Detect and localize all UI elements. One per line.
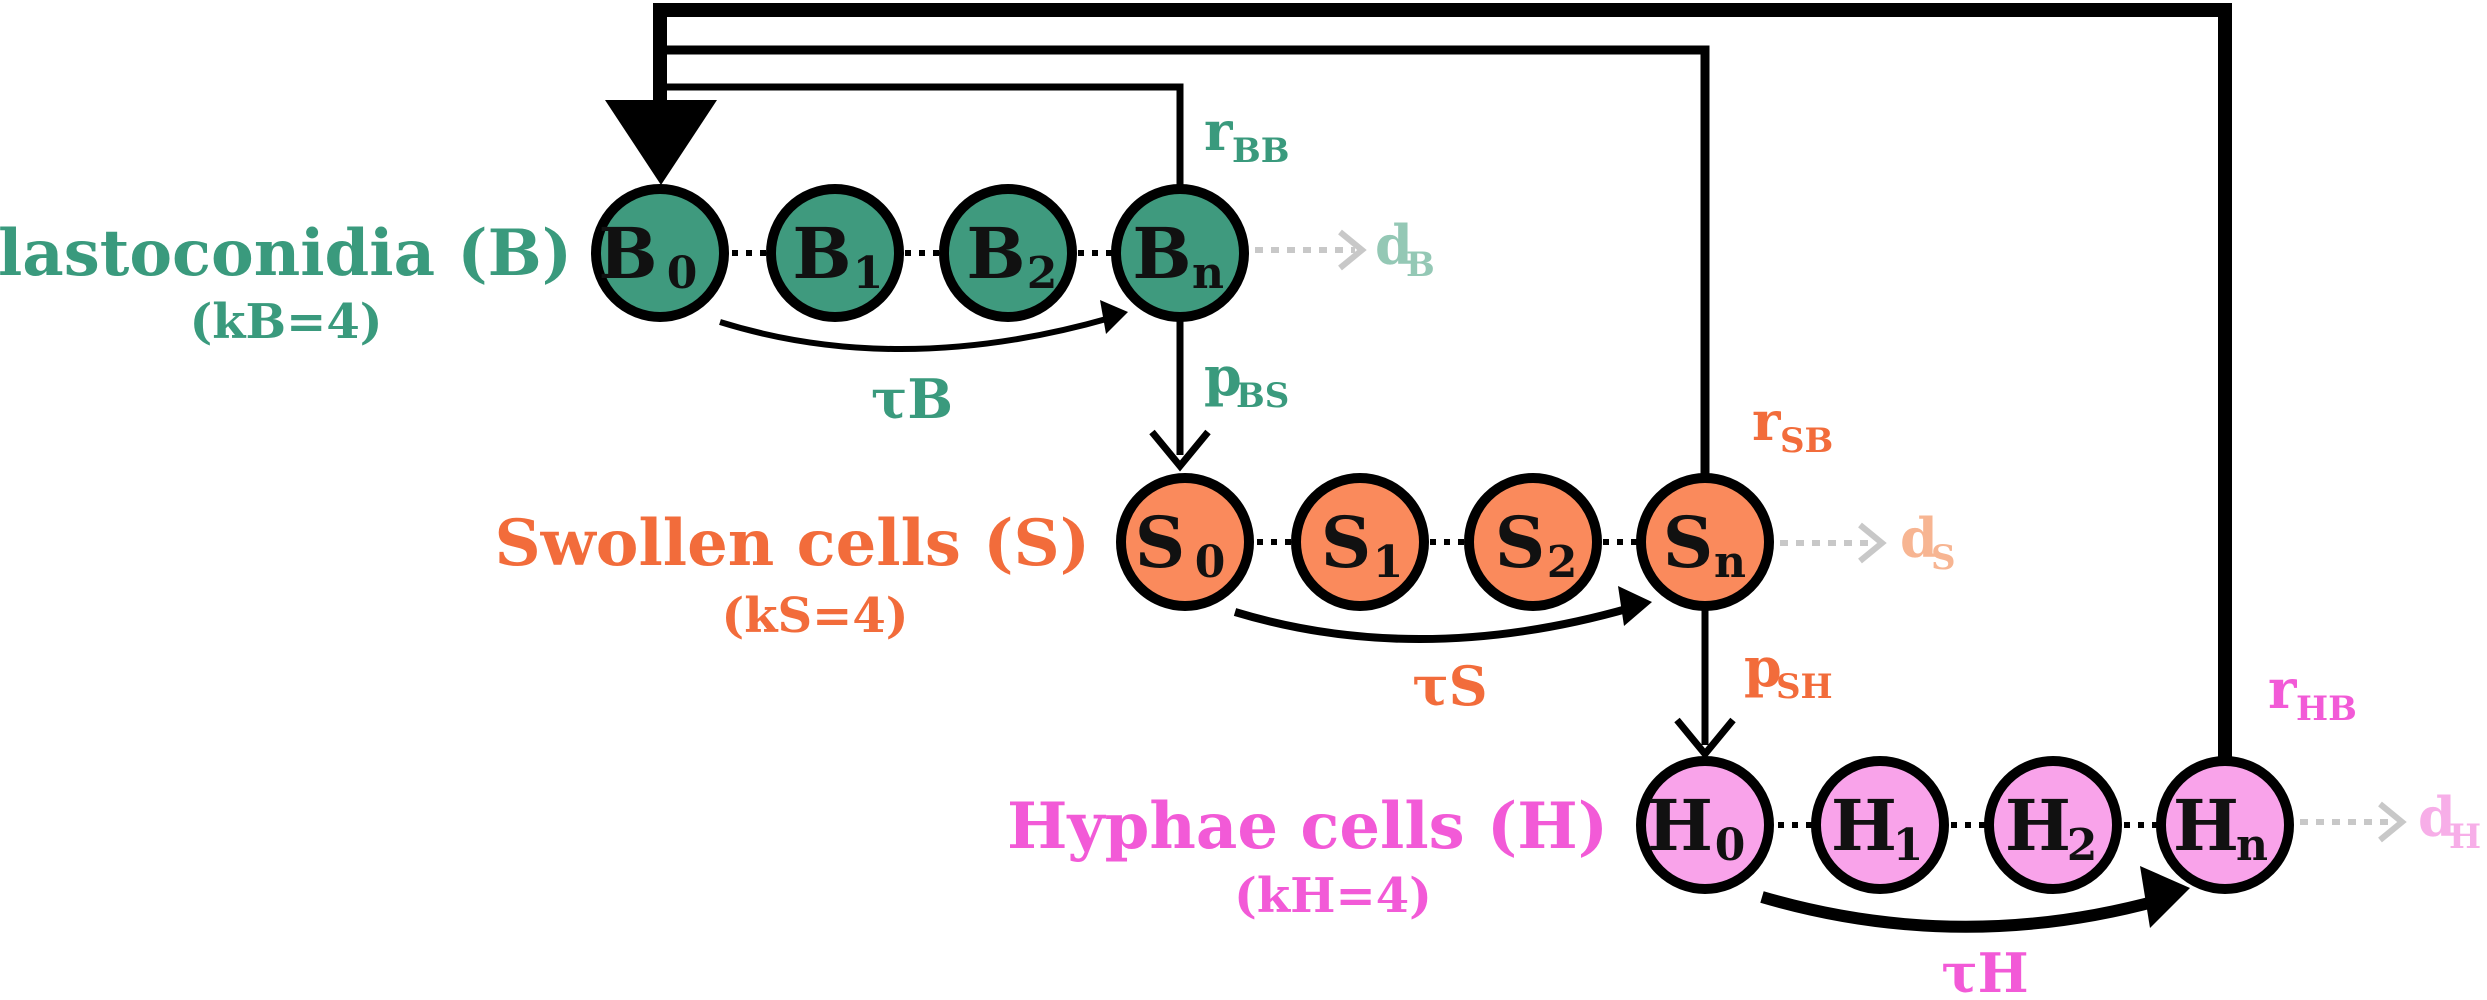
group-k-blastoconidia: (kB=4) [190, 294, 383, 350]
node-bn-letter: B [1132, 212, 1191, 295]
transition-arrowhead-pBS [1149, 429, 1211, 472]
node-s1-sub: 1 [1373, 537, 1404, 588]
node-h2-sub: 2 [2067, 820, 2098, 871]
death-arrowhead-s [1858, 522, 1887, 564]
svg-text:BS: BS [1236, 376, 1289, 416]
node-hn-sub: n [2236, 820, 2268, 871]
node-b2: B 2 [939, 184, 1077, 322]
tau-label-b: τB [871, 367, 953, 431]
svg-text:d: d [1900, 506, 1938, 570]
node-bn-sub: n [1192, 248, 1224, 299]
feedback-line-rHB [653, 3, 2232, 760]
node-s2-letter: S [1495, 501, 1546, 584]
svg-text:S: S [1931, 538, 1956, 578]
node-hn: H n [2156, 756, 2294, 894]
svg-text:r: r [1204, 99, 1233, 163]
node-h1-sub: 1 [1893, 820, 1924, 871]
node-h0: H 0 [1636, 756, 1774, 894]
death-arrowhead-b [1338, 229, 1367, 271]
tau-arrowhead-h [2140, 866, 2190, 928]
node-s0-letter: S [1135, 501, 1186, 584]
node-s2-sub: 2 [1547, 537, 1578, 588]
svg-text:p: p [1744, 635, 1782, 699]
rate-label-rHB: r HB [2268, 657, 2357, 729]
node-b0-sub: 0 [667, 248, 698, 299]
death-label-h: d H [2418, 785, 2481, 857]
node-b1-letter: B [792, 212, 851, 295]
node-h1: H 1 [1811, 756, 1949, 894]
node-bn: B n [1111, 184, 1249, 322]
node-b0-letter: B [598, 212, 657, 295]
node-h2: H 2 [1984, 756, 2122, 894]
node-b0: B 0 [591, 184, 729, 322]
node-h0-letter: H [1647, 784, 1713, 867]
node-b2-letter: B [966, 212, 1025, 295]
node-hn-letter: H [2173, 784, 2239, 867]
rate-label-pSH: p SH [1744, 635, 1833, 707]
group-k-swollen: (kS=4) [722, 588, 909, 644]
transition-arrowhead-pSH [1674, 717, 1736, 760]
node-s1-letter: S [1321, 501, 1372, 584]
svg-text:HB: HB [2296, 689, 2357, 729]
node-s0: S 0 [1116, 473, 1254, 611]
rate-label-pBS: p BS [1204, 344, 1289, 416]
node-sn-sub: n [1714, 537, 1746, 588]
group-title-blastoconidia: Blastoconidia (B) [0, 216, 572, 291]
svg-text:r: r [2268, 657, 2297, 721]
rate-label-rBB: r BB [1204, 99, 1289, 171]
rate-label-rSB: r SB [1752, 389, 1833, 461]
group-k-hyphae: (kH=4) [1234, 868, 1432, 924]
tau-label-h: τH [1941, 941, 2028, 1000]
svg-text:SB: SB [1780, 421, 1833, 461]
svg-text:r: r [1752, 389, 1781, 453]
node-h0-sub: 0 [1715, 820, 1746, 871]
node-s2: S 2 [1464, 473, 1602, 611]
svg-text:d: d [1375, 213, 1413, 277]
death-label-s: d S [1900, 506, 1956, 578]
node-sn-letter: S [1663, 501, 1714, 584]
tau-arrowhead-s [1618, 586, 1652, 626]
node-b1-sub: 1 [853, 248, 884, 299]
group-title-swollen: Swollen cells (S) [494, 506, 1090, 581]
svg-text:p: p [1204, 344, 1242, 408]
feedback-line-rBB [656, 83, 1184, 185]
group-title-hyphae: Hyphae cells (H) [1007, 789, 1608, 864]
svg-text:SH: SH [1776, 667, 1833, 707]
tau-arrow-b [719, 315, 1111, 353]
death-label-b: d B [1375, 213, 1435, 285]
node-h2-letter: H [2005, 784, 2071, 867]
node-h1-letter: H [1831, 784, 1897, 867]
tau-arrow-h [1760, 891, 2162, 933]
tau-label-s: τS [1412, 654, 1487, 718]
svg-text:H: H [2449, 817, 2481, 857]
node-b1: B 1 [766, 184, 904, 322]
tau-arrowhead-b [1100, 300, 1128, 334]
node-s1: S 1 [1291, 473, 1429, 611]
tau-arrow-s [1233, 604, 1632, 644]
svg-text:d: d [2418, 785, 2456, 849]
death-arrowhead-h [2378, 801, 2407, 843]
node-sn: S n [1636, 473, 1774, 611]
feedback-arrowhead [605, 100, 717, 185]
node-s0-sub: 0 [1195, 537, 1226, 588]
svg-text:B: B [1406, 245, 1435, 285]
node-b2-sub: 2 [1027, 248, 1058, 299]
svg-text:BB: BB [1232, 131, 1289, 171]
